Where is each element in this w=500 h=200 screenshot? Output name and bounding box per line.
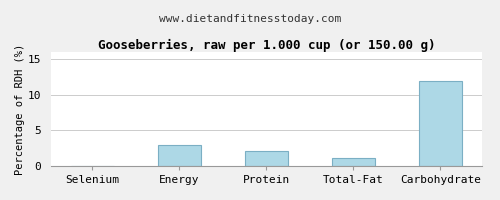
- Bar: [244, 151, 288, 166]
- Bar: [418, 81, 462, 166]
- Bar: [158, 145, 201, 166]
- Bar: [332, 158, 375, 166]
- Y-axis label: Percentage of RDH (%): Percentage of RDH (%): [15, 43, 25, 175]
- Text: www.dietandfitnesstoday.com: www.dietandfitnesstoday.com: [159, 14, 341, 24]
- Title: Gooseberries, raw per 1.000 cup (or 150.00 g): Gooseberries, raw per 1.000 cup (or 150.…: [98, 39, 435, 52]
